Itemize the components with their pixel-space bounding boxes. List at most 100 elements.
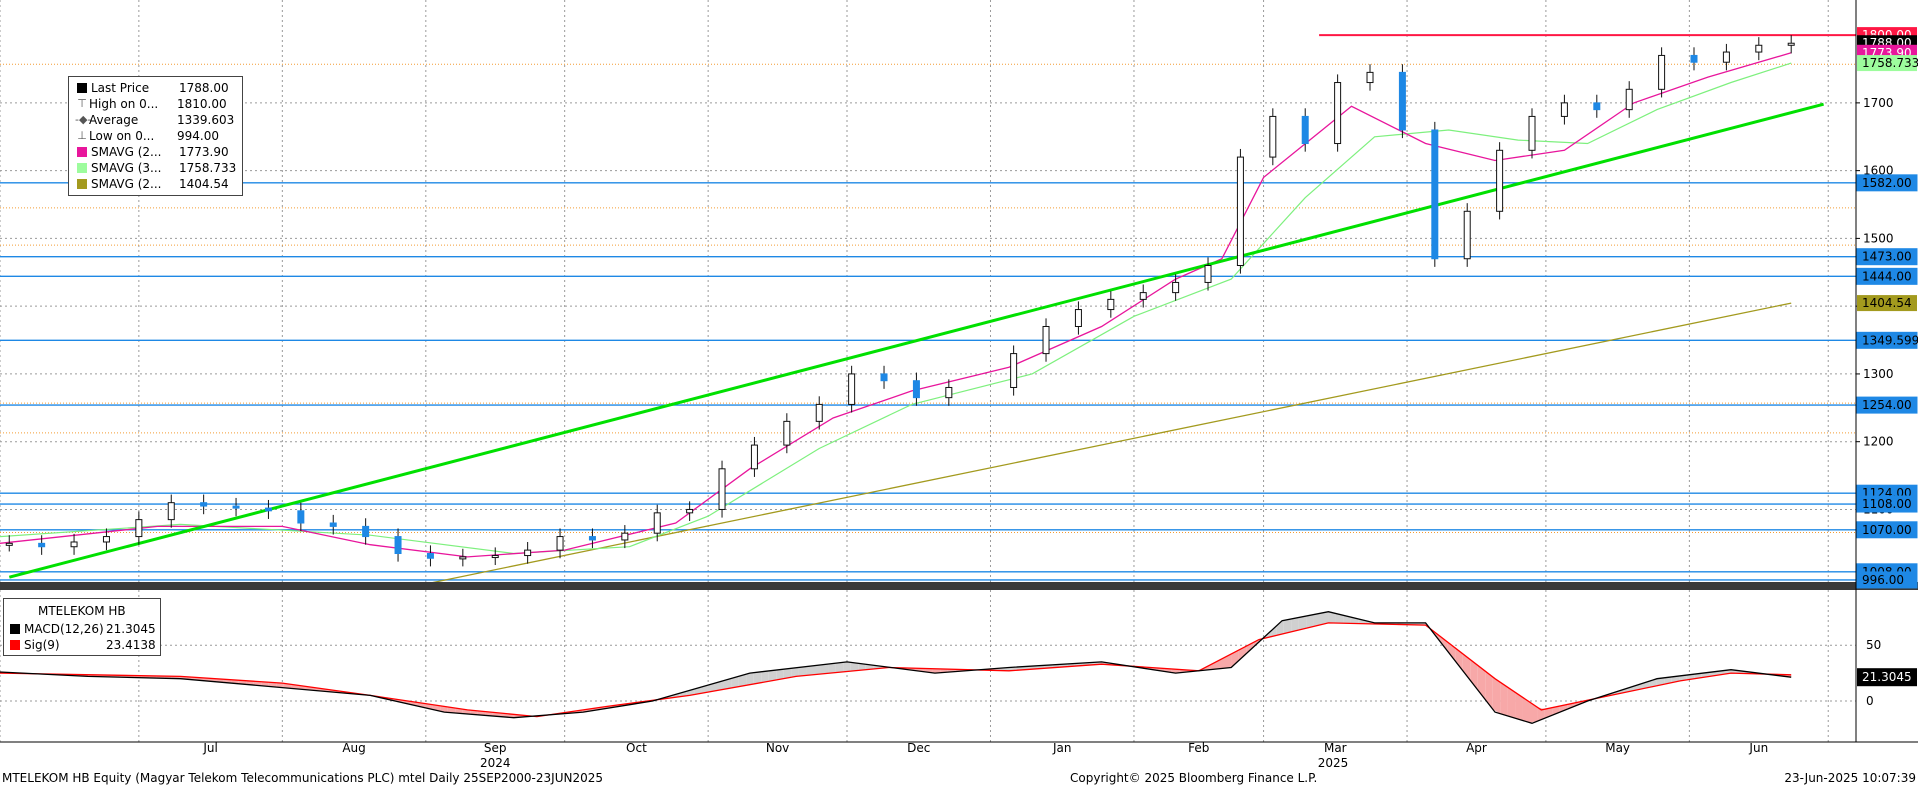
macd-fill xyxy=(806,665,814,676)
candle-body xyxy=(686,508,694,514)
macd-fill xyxy=(783,668,792,679)
macd-fill xyxy=(440,705,448,713)
x-tick-label: Apr xyxy=(1466,741,1487,755)
candle-body xyxy=(200,502,208,507)
price-tag-label: 1758.733 xyxy=(1862,56,1918,70)
legend-row-low: ⊥ Low on 0... 994.00 xyxy=(75,128,236,144)
price-tag-label: 1070.00 xyxy=(1862,523,1912,537)
macd-fill xyxy=(253,681,262,686)
legend-row-high: ⊤ High on 0... 1810.00 xyxy=(75,96,236,112)
candle-body xyxy=(1431,129,1439,260)
sig-legend-value: 23.4138 xyxy=(106,638,156,652)
high-mark-icon: ⊤ xyxy=(77,97,87,110)
candle-body xyxy=(459,556,467,560)
macd-fill xyxy=(1500,682,1508,716)
signal-line xyxy=(0,622,1792,718)
macd-fill xyxy=(1462,653,1471,681)
macd-value-tag-label: 21.3045 xyxy=(1862,670,1912,684)
macd-fill xyxy=(709,682,717,692)
x-tick-label: Feb xyxy=(1188,741,1209,755)
macd-legend: MTELEKOM HB MACD(12,26) 21.3045 Sig(9) 2… xyxy=(3,598,161,656)
legend-row-sma30: SMAVG (3... 1758.733 xyxy=(75,160,236,176)
macd-legend-title: MTELEKOM HB xyxy=(38,604,126,618)
candle-body xyxy=(621,532,629,541)
legend-value: 1773.90 xyxy=(179,145,229,159)
candle-body xyxy=(1593,102,1601,111)
price-tag-label: 1349.599 xyxy=(1862,333,1918,347)
candle-body xyxy=(491,555,499,559)
legend-label: SMAVG (2... xyxy=(91,145,162,159)
legend-row-sma200: SMAVG (2... 1404.54 xyxy=(75,176,236,192)
legend-label: High on 0... xyxy=(89,97,159,111)
candle-body xyxy=(167,502,175,521)
candle-body xyxy=(70,541,78,548)
legend-value: 1758.733 xyxy=(179,161,237,175)
candle-body xyxy=(102,536,110,543)
candle-body xyxy=(1334,82,1342,145)
macd-fill xyxy=(813,664,821,675)
axes: Jul Aug Sep Oct Nov Dec Jan Feb Mar Apr May Jun 2024… xyxy=(0,0,1918,770)
candle-body xyxy=(1269,115,1277,158)
x-tick-label: Jan xyxy=(1052,741,1072,755)
candle-body xyxy=(815,403,823,422)
candles xyxy=(5,35,1795,567)
y-tick-label: 1500 xyxy=(1863,231,1894,245)
price-tag xyxy=(1856,396,1918,414)
macd-value-tag xyxy=(1857,668,1917,687)
candle-body xyxy=(653,512,661,534)
macd-fill xyxy=(1216,657,1224,669)
macd-fill xyxy=(1298,616,1307,631)
macd-fill xyxy=(798,666,807,677)
legend-row-sma20: SMAVG (2... 1773.90 xyxy=(75,144,236,160)
macd-fill xyxy=(1537,707,1545,722)
macd-fill xyxy=(835,662,844,673)
candle-body xyxy=(1625,88,1633,111)
price-tag xyxy=(1857,55,1917,72)
x-tick-label: Dec xyxy=(907,741,930,755)
y-tick-label: 1700 xyxy=(1863,96,1894,110)
candle-body xyxy=(945,386,953,399)
price-tag xyxy=(1857,295,1917,312)
macd-fill xyxy=(850,662,859,672)
macd-fill xyxy=(261,681,269,687)
macd-fill xyxy=(1440,636,1448,652)
macd-fill xyxy=(1455,648,1463,671)
candle-body xyxy=(1301,115,1309,145)
legend-value: 1339.603 xyxy=(177,113,235,127)
macd-fill xyxy=(776,669,784,680)
x-tick-label: Nov xyxy=(766,741,789,755)
candle-body xyxy=(1787,42,1795,46)
x-tick-label: May xyxy=(1605,741,1630,755)
candle-body xyxy=(1496,149,1504,212)
price-tag-label: 996.00 xyxy=(1862,573,1904,587)
macd-fill xyxy=(753,671,762,684)
legend-label: SMAVG (3... xyxy=(91,161,162,175)
footer-center: Copyright© 2025 Bloomberg Finance L.P. xyxy=(1070,771,1318,785)
candle-body xyxy=(1172,281,1180,294)
footer-left: MTELEKOM HB Equity (Magyar Telekom Telec… xyxy=(2,771,603,785)
macd-fill xyxy=(276,682,284,688)
macd-fill xyxy=(1283,618,1292,634)
candle-body xyxy=(1528,115,1536,151)
candle-body xyxy=(1010,353,1018,388)
macd-fill xyxy=(761,670,769,683)
macd-fill xyxy=(723,678,732,690)
x-tick-label: Aug xyxy=(342,741,365,755)
price-tag xyxy=(1856,174,1918,192)
sig-legend-label: Sig(9) xyxy=(24,638,60,652)
candle-body xyxy=(1139,292,1147,300)
macd-fill xyxy=(1515,692,1523,721)
macd-fill xyxy=(1492,676,1501,714)
macd-fill xyxy=(1485,671,1493,710)
sma20-line xyxy=(0,52,1792,558)
legend-swatch xyxy=(77,83,87,93)
macd-legend-value: 21.3045 xyxy=(106,622,156,636)
macd-fill xyxy=(1529,702,1538,723)
legend-swatch xyxy=(77,163,87,173)
macd-fill xyxy=(828,663,836,674)
x-tick-label: Jun xyxy=(1748,741,1768,755)
legend-label: Last Price xyxy=(91,81,150,95)
candle-body xyxy=(783,420,791,446)
legend-value: 1404.54 xyxy=(179,177,229,191)
